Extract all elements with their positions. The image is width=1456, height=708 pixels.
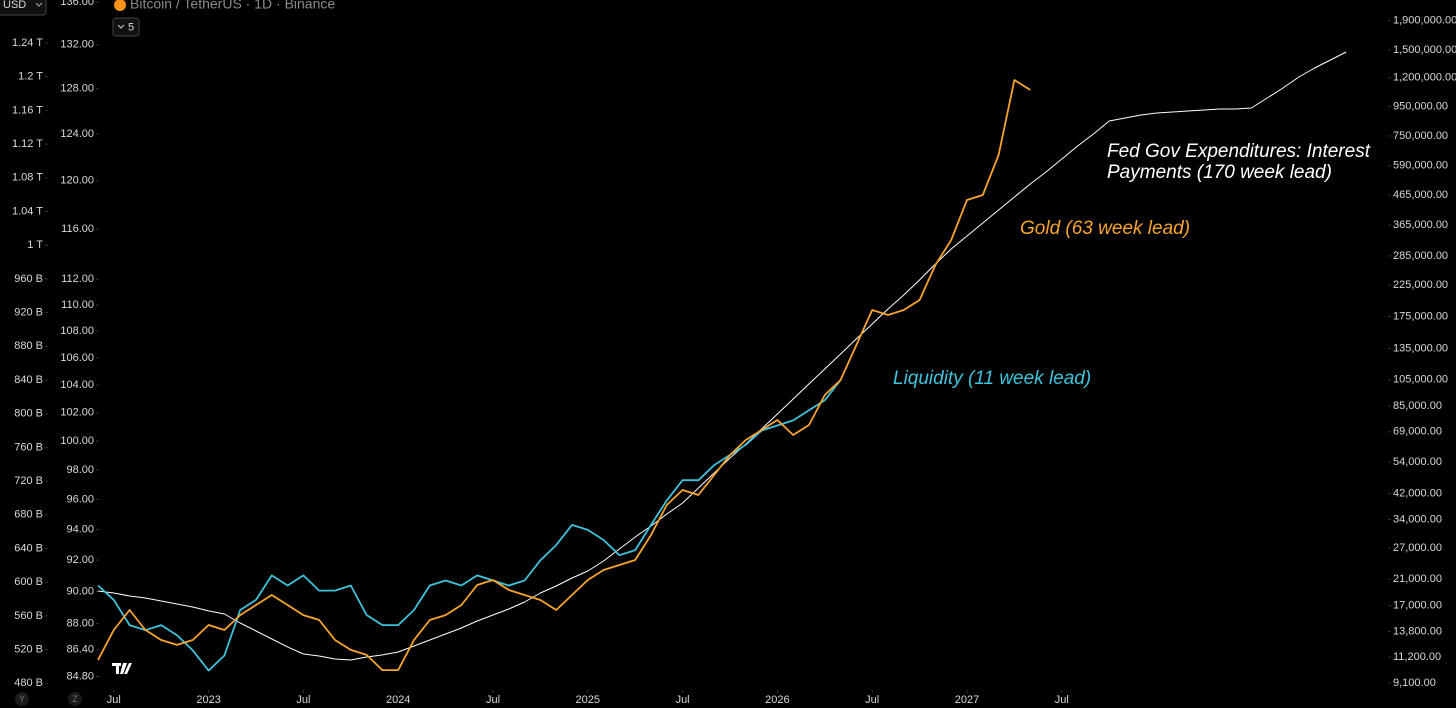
- x-tick-label: Jul: [1055, 694, 1069, 706]
- y-tick-label: 840 B: [14, 374, 43, 386]
- y-tick-label: 94.00: [66, 523, 94, 535]
- y-tick-label: 175,000.00: [1393, 310, 1448, 322]
- y-tick-label: 132.00: [60, 39, 94, 51]
- dropdown-icon: [35, 2, 43, 7]
- y-tick-label: 90.00: [66, 585, 94, 597]
- y-tick-label: 17,000.00: [1393, 599, 1442, 611]
- x-tick-label: 2026: [765, 694, 789, 706]
- y-button-label[interactable]: Y: [19, 694, 25, 704]
- y-tick-label: 124.00: [60, 128, 94, 140]
- y-tick-label: 86.40: [66, 644, 94, 656]
- y-tick-label: 920 B: [14, 306, 43, 318]
- y-tick-label: 13,800.00: [1393, 625, 1442, 637]
- y-tick-label: 950,000.00: [1393, 101, 1448, 113]
- y-tick-label: 365,000.00: [1393, 219, 1448, 231]
- y-tick-label: 136.00: [60, 0, 94, 8]
- indicator-toggle[interactable]: [112, 17, 140, 37]
- x-tick-label: Jul: [486, 694, 500, 706]
- y-tick-label: 104.00: [60, 379, 94, 391]
- y-tick-label: 106.00: [60, 352, 94, 364]
- chevron-icon: [117, 24, 125, 29]
- y-tick-label: 96.00: [66, 493, 94, 505]
- tv-logo: [112, 663, 132, 674]
- y-tick-label: 1,200,000.00: [1393, 72, 1456, 84]
- series-line: [97, 79, 1031, 671]
- y-tick-label: 11,200.00: [1393, 651, 1441, 663]
- y-button[interactable]: [15, 692, 29, 706]
- y-tick-label: 135,000.00: [1393, 342, 1448, 354]
- y-tick-label: 520 B: [14, 643, 43, 655]
- x-tick-label: Jul: [107, 694, 121, 706]
- y-tick-label: 69,000.00: [1393, 426, 1442, 438]
- y-tick-label: 800 B: [14, 408, 43, 420]
- y-tick-label: 640 B: [14, 542, 43, 554]
- annotation: Gold (63 week lead): [1020, 218, 1191, 239]
- z-button-label[interactable]: Z: [72, 694, 78, 704]
- y-tick-label: 128.00: [60, 83, 94, 95]
- y-tick-label: 1,900,000.00: [1393, 15, 1456, 27]
- x-tick-label: 2024: [386, 694, 410, 706]
- x-tick-label: 2023: [196, 694, 220, 706]
- y-tick-label: 590,000.00: [1393, 160, 1448, 172]
- y-tick-label: 21,000.00: [1393, 573, 1442, 585]
- indicator-count[interactable]: 5: [128, 21, 134, 33]
- y-tick-label: 100.00: [60, 435, 94, 447]
- y-tick-label: 1.16 T: [12, 104, 43, 116]
- y-tick-label: 88.00: [66, 617, 94, 629]
- y-tick-label: 85,000.00: [1393, 400, 1442, 412]
- x-tick-label: Jul: [296, 694, 310, 706]
- y-tick-label: 116.00: [61, 223, 94, 235]
- y-tick-label: 120.00: [60, 175, 94, 187]
- y-tick-label: 34,000.00: [1393, 513, 1442, 525]
- y-tick-label: 110.00: [61, 299, 94, 311]
- y-tick-label: 760 B: [14, 441, 43, 453]
- x-tick-label: 2027: [955, 694, 979, 706]
- currency-button[interactable]: [0, 0, 47, 16]
- y-tick-label: 600 B: [14, 576, 43, 588]
- x-tick-label: Jul: [865, 694, 879, 706]
- y-tick-label: 1.04 T: [12, 205, 43, 217]
- x-tick-label: 2025: [576, 694, 600, 706]
- y-tick-label: 102.00: [60, 407, 94, 419]
- y-tick-label: 112.00: [61, 273, 94, 285]
- y-tick-label: 9,100.00: [1393, 677, 1436, 689]
- symbol[interactable]: Bitcoin / TetherUS · 1D · Binance: [130, 0, 335, 12]
- annotation: Fed Gov Expenditures: Interest Payments …: [1107, 141, 1370, 183]
- y-tick-label: 1.24 T: [12, 37, 43, 49]
- y-tick-label: 84.80: [66, 670, 94, 682]
- y-tick-label: 680 B: [14, 509, 43, 521]
- currency[interactable]: USD: [3, 0, 26, 11]
- y-tick-label: 465,000.00: [1393, 189, 1448, 201]
- series-line: [97, 379, 842, 672]
- y-tick-label: 880 B: [14, 340, 43, 352]
- x-tick-label: Jul: [676, 694, 690, 706]
- y-tick-label: 720 B: [14, 475, 43, 487]
- y-tick-label: 92.00: [66, 554, 94, 566]
- y-tick-label: 1.08 T: [12, 172, 43, 184]
- y-tick-label: 98.00: [66, 464, 94, 476]
- y-tick-label: 1 T: [27, 239, 43, 251]
- y-tick-label: 750,000.00: [1393, 130, 1448, 142]
- y-tick-label: 42,000.00: [1393, 487, 1442, 499]
- y-tick-label: 1.2 T: [18, 71, 43, 83]
- y-tick-label: 108.00: [60, 325, 94, 337]
- y-tick-label: 54,000.00: [1393, 456, 1442, 468]
- y-tick-label: 480 B: [14, 677, 43, 689]
- y-tick-label: 1.12 T: [12, 138, 43, 150]
- z-button[interactable]: [68, 692, 82, 706]
- y-tick-label: 560 B: [14, 610, 43, 622]
- symbol-icon: [114, 0, 126, 11]
- annotation: Liquidity (11 week lead): [893, 368, 1092, 389]
- y-tick-label: 105,000.00: [1393, 374, 1448, 386]
- y-tick-label: 27,000.00: [1393, 542, 1442, 554]
- y-tick-label: 1,500,000.00: [1393, 44, 1456, 56]
- y-tick-label: 285,000.00: [1393, 250, 1448, 262]
- y-tick-label: 225,000.00: [1393, 279, 1448, 291]
- y-tick-label: 960 B: [14, 273, 43, 285]
